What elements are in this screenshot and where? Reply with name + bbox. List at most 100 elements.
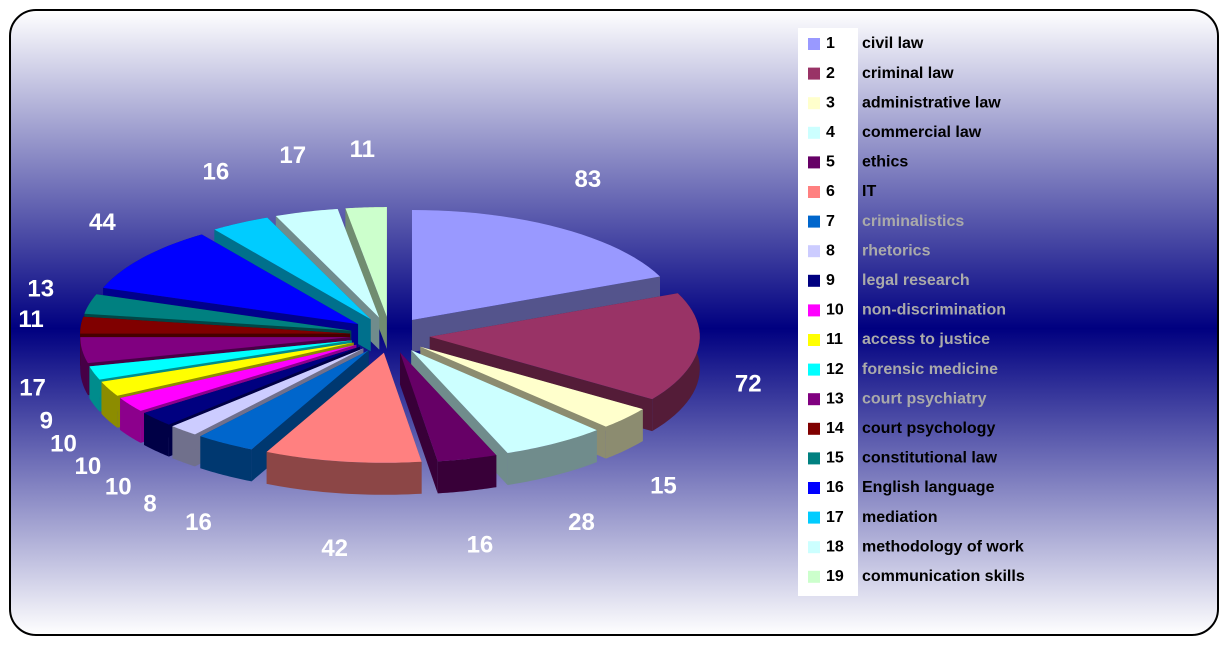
legend-label: court psychiatry: [862, 390, 987, 407]
legend-key: 17: [826, 509, 844, 526]
legend-key: 8: [826, 242, 835, 259]
legend-label: civil law: [862, 35, 924, 52]
legend-swatch: [808, 156, 820, 169]
legend-swatch: [808, 304, 820, 317]
legend-key: 4: [826, 124, 835, 141]
data-label: 17: [279, 142, 306, 169]
legend-swatch: [808, 334, 820, 346]
legend-swatch: [808, 541, 820, 554]
slice: [399, 352, 497, 462]
legend-key: 12: [826, 361, 844, 378]
slice: [200, 350, 369, 450]
data-label: 8: [143, 490, 156, 517]
legend-label: legal research: [862, 272, 970, 289]
slice-side: [200, 436, 252, 482]
legend-label: English language: [862, 479, 995, 496]
data-label: 10: [75, 453, 102, 480]
data-label: 42: [321, 535, 348, 562]
slice: [144, 346, 360, 425]
slice-side: [89, 366, 100, 412]
slice: [411, 350, 597, 454]
data-label: 9: [40, 407, 53, 434]
legend-swatch: [808, 67, 820, 80]
data-label: 10: [50, 430, 77, 457]
slice: [266, 352, 422, 463]
data-label: 83: [575, 166, 602, 193]
legend-key: 18: [826, 538, 844, 555]
slice-side: [605, 409, 643, 459]
legend-key: 3: [826, 94, 835, 111]
data-label: 44: [89, 209, 116, 236]
data-label: 16: [203, 158, 230, 185]
legend-swatch: [808, 363, 820, 376]
slice-side: [507, 430, 597, 486]
slice-side: [144, 412, 169, 457]
legend-swatch: [808, 215, 820, 228]
data-label: 17: [19, 374, 46, 401]
slice: [89, 340, 352, 380]
legend-label: non-discrimination: [862, 302, 1006, 319]
legend-swatch: [808, 186, 820, 198]
data-label: 13: [27, 275, 54, 302]
legend-key: 6: [826, 183, 835, 200]
legend-label: methodology of work: [862, 538, 1024, 555]
slice: [172, 348, 364, 435]
legend-label: administrative law: [862, 94, 1001, 111]
legend-label: forensic medicine: [862, 361, 998, 378]
legend-swatch: [808, 393, 820, 406]
slice-side: [120, 397, 141, 443]
slice: [214, 217, 371, 320]
legend-label: communication skills: [862, 568, 1025, 585]
slice: [420, 346, 643, 427]
legend-label: criminal law: [862, 65, 954, 82]
data-label: 72: [735, 370, 762, 397]
legend-label: constitutional law: [862, 450, 998, 467]
data-label: 15: [650, 473, 677, 500]
data-label: 10: [105, 474, 132, 501]
legend-key: 9: [826, 272, 835, 289]
legend-label: IT: [862, 183, 876, 200]
data-label: 11: [350, 136, 375, 163]
slice: [429, 293, 700, 400]
slice: [80, 316, 351, 334]
legend-swatch: [808, 511, 820, 524]
slice-side: [101, 381, 118, 428]
legend-swatch: [808, 126, 820, 139]
legend-key: 10: [826, 302, 844, 319]
legend-swatch: [808, 274, 820, 287]
legend-key: 2: [826, 65, 835, 82]
slice-side: [80, 337, 88, 396]
legend-key: 5: [826, 154, 835, 171]
slice: [275, 208, 380, 318]
slice: [411, 209, 660, 320]
legend-key: 16: [826, 479, 844, 496]
legend-swatch: [808, 422, 820, 435]
legend: 1 civil law 2 criminal law 3 administrative l…: [808, 35, 1025, 585]
legend-swatch: [808, 570, 820, 583]
legend-label: commercial law: [862, 124, 982, 141]
legend-label: court psychology: [862, 420, 995, 437]
legend-swatch: [808, 38, 820, 50]
slice-side: [437, 455, 497, 494]
slice-side: [172, 426, 196, 467]
legend-key: 14: [826, 420, 844, 437]
slice-side: [266, 451, 422, 495]
legend-key: 11: [826, 331, 843, 348]
slice: [84, 294, 352, 331]
legend-label: criminalistics: [862, 213, 964, 230]
legend-key: 15: [826, 450, 844, 467]
legend-label: access to justice: [862, 331, 990, 348]
legend-key: 7: [826, 213, 835, 230]
data-label: 28: [568, 509, 595, 536]
legend-swatch: [808, 482, 820, 494]
slice: [80, 337, 351, 364]
slice: [101, 342, 354, 396]
legend-key: 13: [826, 390, 844, 407]
legend-swatch: [808, 97, 820, 110]
slice: [120, 344, 357, 411]
legend-swatch: [808, 245, 820, 258]
legend-key: 1: [826, 35, 835, 52]
data-label: 16: [185, 509, 212, 536]
slice: [345, 207, 387, 318]
